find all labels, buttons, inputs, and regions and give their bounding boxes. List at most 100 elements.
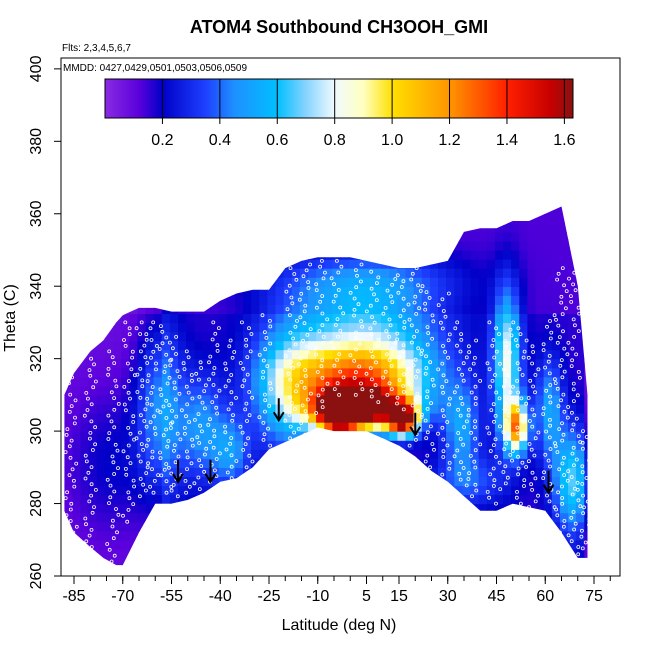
heatmap-cell (551, 422, 561, 432)
heatmap-cell (413, 277, 423, 287)
heatmap-cell (405, 530, 415, 541)
heatmap-cell (559, 367, 569, 378)
observation-point (556, 404, 561, 409)
heatmap-cell (535, 521, 545, 532)
observation-point (572, 270, 577, 275)
heatmap-cell (137, 295, 147, 305)
heatmap-cell (308, 394, 317, 405)
observation-point (455, 343, 459, 348)
observation-point (467, 350, 472, 355)
heatmap-cell (283, 349, 293, 360)
heatmap-cell (105, 567, 114, 577)
heatmap-cell (356, 349, 366, 360)
heatmap-cell (478, 376, 488, 387)
heatmap-cell (446, 467, 455, 477)
heatmap-cell (194, 187, 203, 197)
heatmap-cell (186, 358, 195, 369)
colorbar-tick-label: 1.0 (381, 132, 403, 149)
heatmap-cell (421, 512, 431, 523)
observation-point (190, 378, 194, 383)
heatmap-cell (316, 476, 325, 487)
heatmap-cell (153, 206, 163, 215)
heatmap-cell (438, 413, 447, 423)
observation-point (83, 476, 88, 481)
heatmap-cell (137, 521, 147, 532)
heatmap-cell (64, 304, 73, 314)
observation-point (393, 277, 398, 281)
heatmap-cell (137, 313, 147, 324)
heatmap-cell (414, 567, 423, 577)
observation-point (468, 367, 473, 372)
heatmap-cell (454, 231, 463, 242)
heatmap-cell (389, 385, 398, 396)
heatmap-cell (405, 385, 415, 396)
observation-point (68, 519, 73, 523)
heatmap-cell (218, 422, 228, 432)
heatmap-cell (218, 394, 228, 405)
observation-point (524, 338, 529, 343)
observation-point (214, 457, 219, 461)
observation-point (128, 461, 133, 466)
heatmap-cell (202, 394, 212, 405)
observation-point (261, 358, 266, 363)
heatmap-cell (470, 521, 480, 532)
observation-point (196, 412, 201, 417)
heatmap-cell (186, 557, 195, 566)
observation-point (145, 465, 150, 470)
heatmap-cell (88, 295, 98, 305)
heatmap-cell (576, 250, 585, 260)
heatmap-cell (275, 222, 285, 233)
observation-point (164, 479, 169, 484)
heatmap-cell (121, 340, 130, 351)
observation-point (533, 373, 538, 377)
observation-point (459, 460, 463, 465)
heatmap-cell (275, 431, 285, 441)
heatmap-cell (243, 322, 252, 333)
heatmap-cell (559, 313, 569, 324)
observation-point (573, 288, 578, 293)
observation-point (240, 384, 245, 389)
heatmap-cell (234, 385, 244, 396)
heatmap-cell (267, 485, 277, 496)
observation-point (168, 363, 173, 368)
heatmap-cell (121, 259, 130, 269)
heatmap-cell (470, 440, 480, 450)
heatmap-cell (421, 376, 431, 387)
heatmap-cell (169, 557, 179, 566)
heatmap-cell (486, 358, 496, 369)
observation-point (411, 363, 416, 368)
observation-point (502, 447, 507, 452)
heatmap-cell (218, 358, 228, 369)
heatmap-cell (584, 250, 588, 260)
observation-point (338, 369, 343, 374)
observation-point (440, 326, 445, 331)
observation-point (163, 364, 168, 369)
colorbar-tick-label: 1.6 (553, 132, 575, 149)
heatmap-cell (519, 422, 528, 432)
heatmap-cell (80, 521, 90, 532)
heatmap-cell (267, 196, 276, 206)
heatmap-cell (308, 322, 317, 333)
observation-point (516, 408, 520, 413)
observation-point (239, 320, 244, 325)
observation-point (300, 403, 305, 408)
heatmap-cell (576, 521, 585, 532)
heatmap-cell (259, 268, 268, 278)
heatmap-cell (161, 440, 171, 450)
heatmap-cell (275, 394, 285, 405)
heatmap-cell (275, 422, 285, 432)
heatmap-cell (113, 213, 122, 224)
heatmap-cell (494, 322, 504, 333)
heatmap-cell (503, 521, 512, 532)
heatmap-cell (324, 331, 333, 342)
observation-point (106, 372, 110, 377)
observation-point (492, 478, 497, 483)
observation-point (148, 484, 153, 489)
heatmap-cell (145, 530, 155, 541)
heatmap-cell (438, 440, 447, 450)
heatmap-cell (413, 358, 423, 369)
heatmap-cell (72, 340, 82, 351)
heatmap-cell (64, 331, 73, 342)
observation-point (331, 346, 336, 351)
observation-point (257, 352, 262, 357)
